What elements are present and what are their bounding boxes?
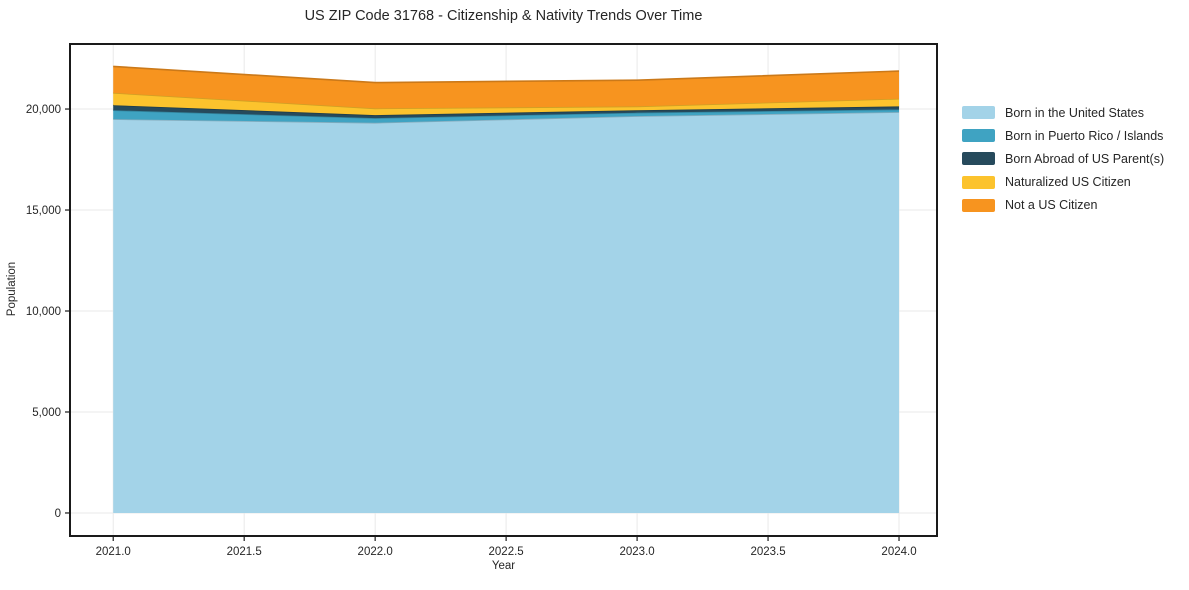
legend-item: Born Abroad of US Parent(s) — [962, 147, 1164, 170]
y-axis-title: Population — [6, 261, 18, 317]
x-tick-label: 2022.5 — [489, 546, 524, 558]
x-tick-label: 2022.0 — [358, 546, 393, 558]
y-tick-label: 0 — [55, 508, 61, 520]
plot-border — [69, 43, 938, 537]
x-tick-label: 2023.0 — [619, 546, 654, 558]
area-born-abroad-of-us-parent-s — [113, 105, 900, 119]
legend-label: Born in Puerto Rico / Islands — [1005, 128, 1164, 143]
y-tick-label: 15,000 — [26, 205, 61, 217]
legend-swatch — [962, 175, 995, 189]
legend-item: Born in Puerto Rico / Islands — [962, 124, 1164, 147]
x-tick-label: 2024.0 — [881, 546, 916, 558]
y-tick-label: 10,000 — [26, 306, 61, 318]
legend-item: Naturalized US Citizen — [962, 171, 1164, 194]
legend-item: Born in the United States — [962, 101, 1164, 124]
x-tick-label: 2023.5 — [750, 546, 785, 558]
area-not-a-us-citizen — [113, 66, 900, 109]
legend-swatch — [962, 129, 995, 143]
legend-swatch — [962, 152, 995, 166]
legend-swatch — [962, 106, 995, 120]
y-tick-label: 5,000 — [32, 407, 61, 419]
x-axis-title: Year — [491, 560, 516, 572]
legend-label: Not a US Citizen — [1005, 198, 1098, 213]
area-edge-not-a-us-citizen — [113, 65, 900, 84]
legend-item: Not a US Citizen — [962, 194, 1164, 217]
x-tick-label: 2021.0 — [96, 546, 131, 558]
area-naturalized-us-citizen — [113, 92, 900, 116]
area-edge-naturalized-us-citizen — [113, 92, 900, 110]
legend-label: Naturalized US Citizen — [1005, 175, 1131, 190]
x-tick-label: 2021.5 — [227, 546, 262, 558]
legend: Born in the United States Born in Puerto … — [962, 101, 1164, 217]
chart-title: US ZIP Code 31768 - Citizenship & Nativi… — [304, 8, 703, 24]
legend-swatch — [962, 198, 995, 212]
legend-label: Born Abroad of US Parent(s) — [1005, 151, 1165, 166]
legend-label: Born in the United States — [1005, 105, 1144, 120]
y-tick-label: 20,000 — [26, 104, 61, 116]
area-born-in-the-united-states — [113, 112, 900, 513]
